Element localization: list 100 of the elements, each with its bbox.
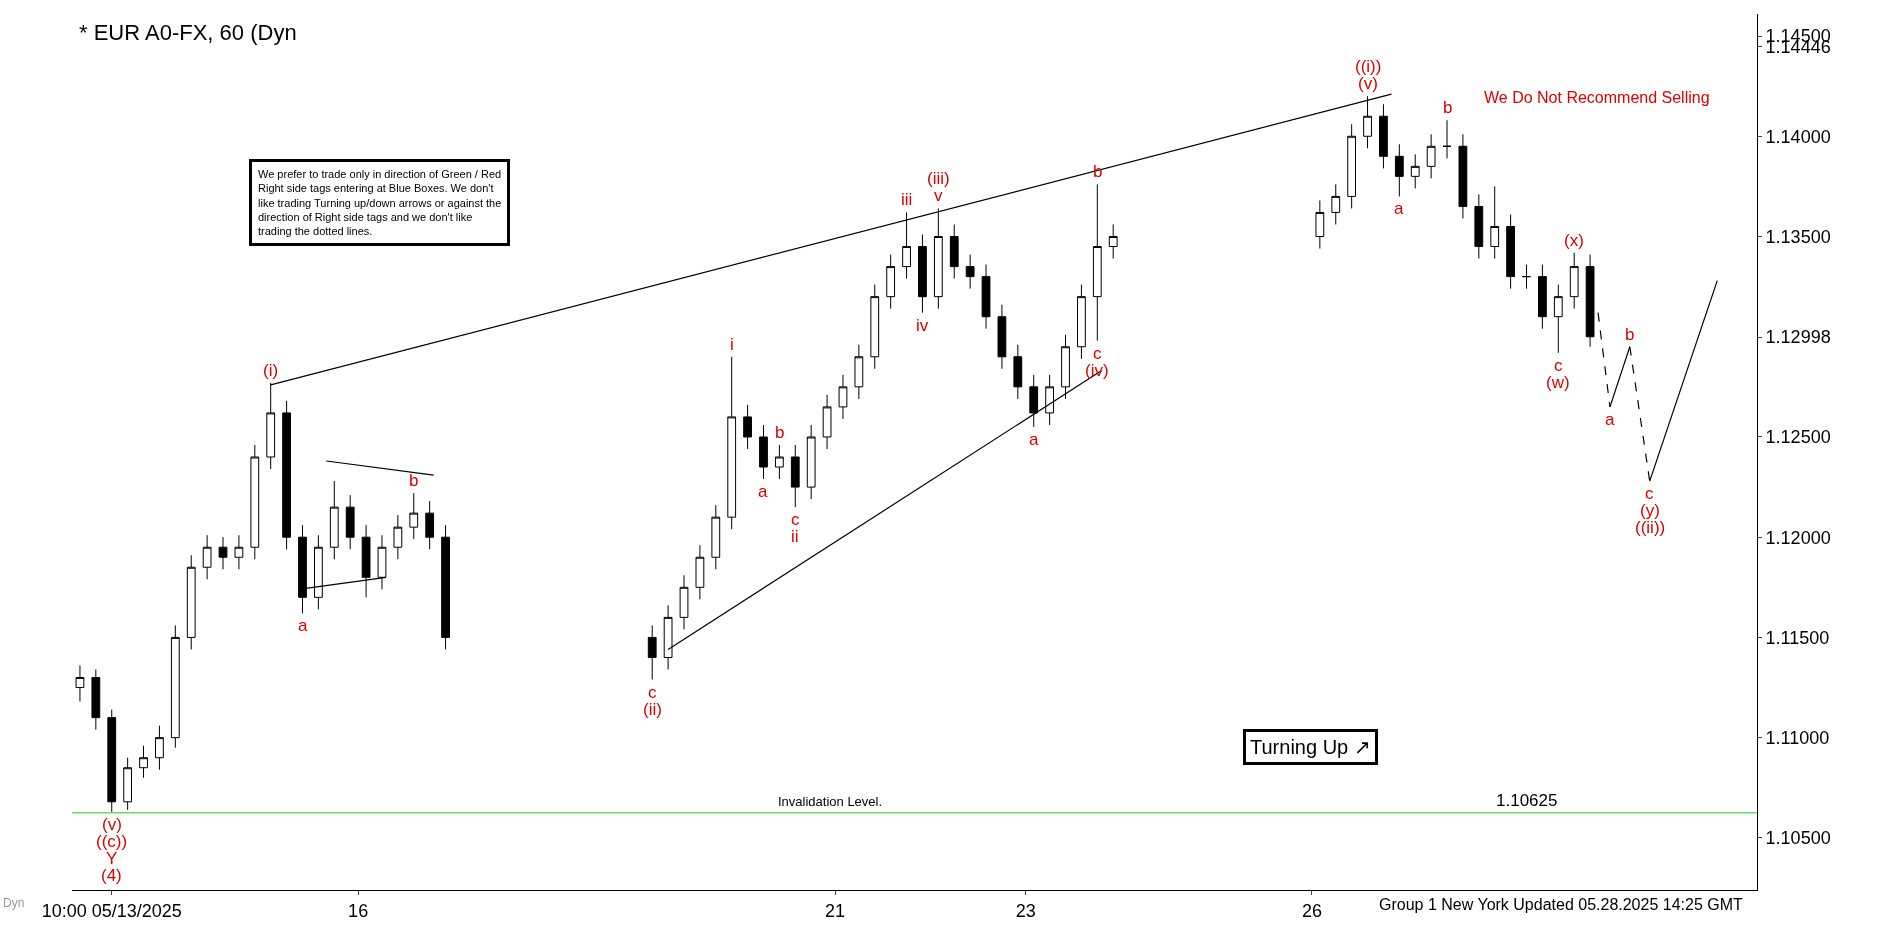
annotation: ii bbox=[791, 527, 799, 546]
candlestick bbox=[1331, 183, 1341, 225]
annotation: (iii) bbox=[927, 169, 950, 188]
candlestick bbox=[1379, 103, 1388, 169]
candlestick bbox=[1108, 223, 1118, 260]
candlestick bbox=[806, 424, 816, 500]
candlestick bbox=[234, 534, 244, 570]
candlestick bbox=[918, 234, 927, 314]
candlestick bbox=[997, 304, 1007, 370]
candlestick bbox=[186, 554, 196, 650]
candlestick bbox=[345, 494, 355, 550]
x-tick-label: 26 bbox=[1301, 900, 1322, 921]
candlestick bbox=[91, 669, 101, 731]
annotation: b bbox=[409, 471, 419, 490]
candlestick bbox=[965, 254, 975, 290]
annotation: We Do Not Recommend Selling bbox=[1484, 89, 1710, 106]
candlestick bbox=[1029, 374, 1039, 428]
y-tick-label: 1.11500 bbox=[1765, 627, 1830, 648]
y-tick-label: 1.10500 bbox=[1765, 828, 1831, 849]
candlestick bbox=[1522, 264, 1531, 290]
candlestick bbox=[393, 514, 403, 560]
candlestick bbox=[1045, 374, 1055, 426]
candlestick bbox=[1347, 123, 1357, 209]
candlestick bbox=[759, 424, 768, 480]
candlestick bbox=[711, 504, 721, 570]
annotation: 1.10625 bbox=[1496, 791, 1558, 810]
candlestick bbox=[282, 400, 291, 550]
annotation: Y bbox=[106, 849, 118, 868]
chart-title: * EUR A0-FX, 60 (Dyn bbox=[79, 20, 297, 45]
annotation: (w) bbox=[1546, 373, 1570, 392]
annotation: c bbox=[1554, 356, 1563, 375]
candlestick bbox=[981, 264, 991, 330]
x-tick-label: 10:00 05/13/2025 bbox=[41, 900, 182, 921]
annotation: (iv) bbox=[1085, 361, 1109, 380]
candlestick bbox=[1092, 183, 1102, 342]
annotation: i bbox=[730, 335, 734, 354]
annotation: b bbox=[1443, 98, 1453, 117]
candlestick bbox=[774, 444, 784, 480]
annotation: iii bbox=[901, 190, 913, 209]
y-tick-label: 1.13500 bbox=[1765, 226, 1831, 247]
annotation: c bbox=[1645, 484, 1654, 503]
annotation: ((i)) bbox=[1355, 57, 1382, 76]
candlestick bbox=[1506, 213, 1515, 290]
candlestick bbox=[409, 492, 419, 540]
candlestick bbox=[139, 745, 148, 779]
annotation: b bbox=[1625, 325, 1635, 344]
y-tick-label: 1.12500 bbox=[1765, 427, 1831, 448]
candlestick bbox=[679, 574, 689, 630]
candlestick bbox=[123, 757, 133, 811]
candlestick bbox=[870, 284, 880, 370]
annotation: v bbox=[934, 186, 943, 205]
annotation: (i) bbox=[263, 361, 279, 380]
candlestick bbox=[647, 624, 657, 681]
candlestick bbox=[838, 374, 848, 420]
candlestick bbox=[743, 404, 752, 450]
x-tick-label: 21 bbox=[825, 900, 846, 921]
candlestick bbox=[250, 444, 260, 560]
annotation: a bbox=[758, 482, 768, 501]
ref-line-label: Invalidation Level. bbox=[778, 794, 883, 809]
y-tick-label: 1.11000 bbox=[1765, 727, 1830, 748]
candlestick bbox=[441, 524, 450, 650]
candlestick bbox=[790, 444, 800, 508]
annotation: c bbox=[1093, 344, 1102, 363]
annotation: ((ii)) bbox=[1635, 518, 1666, 537]
annotation: We prefer to trade only in direction of Green / Red Right side tags entering at Blue Boxes. We don't like trading Turning up/down arrows or against the direction of Right side tags and we don't like trading the dotted lines. bbox=[258, 168, 502, 238]
annotation: (v) bbox=[1358, 74, 1378, 93]
candlestick bbox=[1585, 254, 1595, 348]
candlestick bbox=[202, 534, 212, 580]
annotation: iv bbox=[916, 316, 929, 335]
annotation: a bbox=[1029, 430, 1039, 449]
candlestick bbox=[1490, 185, 1500, 260]
y-tick-label: 1.14000 bbox=[1765, 126, 1831, 147]
candlestick bbox=[1458, 133, 1468, 219]
candlestick bbox=[425, 500, 435, 550]
candlestick bbox=[1394, 143, 1404, 197]
candlestick bbox=[218, 536, 228, 570]
annotation: ((c)) bbox=[96, 832, 128, 851]
annotation: (4) bbox=[101, 866, 122, 885]
text: Group 1 New York Updated 05.28.2025 14:25 GMT bbox=[1379, 896, 1744, 913]
text: Dyn bbox=[3, 896, 25, 910]
candlestick bbox=[1426, 133, 1436, 179]
annotation: (x) bbox=[1564, 231, 1584, 250]
candlestick bbox=[1569, 252, 1579, 310]
x-tick-label: 16 bbox=[348, 900, 369, 921]
candlestick bbox=[695, 544, 705, 600]
candlestick bbox=[1474, 193, 1484, 260]
y-tick-label: 1.12998 bbox=[1765, 327, 1831, 348]
candlestick bbox=[902, 211, 911, 280]
candlestick bbox=[107, 709, 117, 813]
candlestick bbox=[949, 223, 959, 280]
candlestick bbox=[155, 725, 164, 771]
candlestick bbox=[1013, 344, 1023, 400]
candlestick bbox=[1538, 264, 1547, 330]
annotation: (ii) bbox=[643, 700, 662, 719]
annotation: c bbox=[648, 683, 657, 702]
candlestick bbox=[822, 394, 832, 450]
annotation: (y) bbox=[1640, 501, 1660, 520]
candlestick bbox=[1410, 153, 1420, 189]
annotation: (v) bbox=[102, 815, 122, 834]
candlestick bbox=[1077, 284, 1086, 360]
